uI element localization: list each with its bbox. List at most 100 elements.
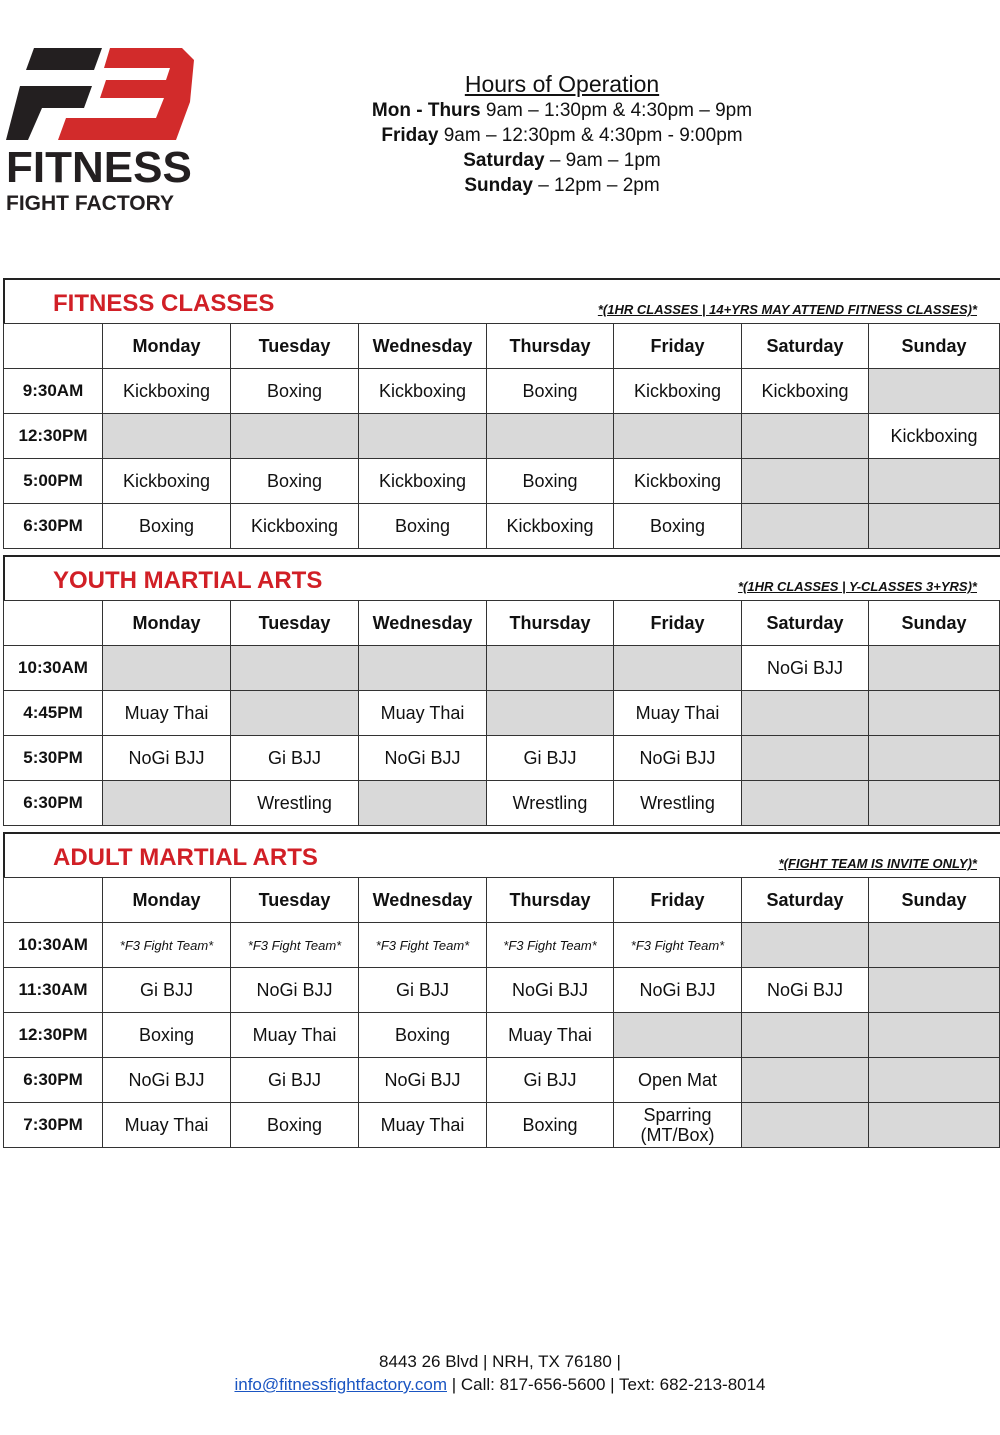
empty-cell (868, 922, 1000, 968)
schedule-section: ADULT MARTIAL ARTS *(FIGHT TEAM IS INVIT… (3, 832, 1000, 1148)
hours-label: Friday (381, 125, 439, 146)
empty-cell (741, 690, 869, 736)
corner-cell (3, 323, 103, 369)
schedule-table: Monday Tuesday Wednesday Thursday Friday Satu… (3, 600, 1000, 826)
class-cell: Muay Thai (358, 1102, 487, 1148)
empty-cell (868, 368, 1000, 414)
empty-cell (486, 645, 614, 691)
class-cell: Kickboxing (486, 503, 614, 549)
table-row: 6:30PM NoGi BJJ Gi BJJ NoGi BJJ Gi BJJ Open M… (3, 1057, 1000, 1103)
empty-cell (230, 645, 359, 691)
day-header: Saturday (741, 600, 869, 646)
hours-value: 9am – 1:30pm & 4:30pm – 9pm (480, 100, 753, 121)
empty-cell (613, 1012, 742, 1058)
schedule-section: YOUTH MARTIAL ARTS *(1HR CLASSES | Y-CLA… (3, 555, 1000, 826)
empty-cell (358, 780, 487, 826)
time-cell: 5:00PM (3, 458, 103, 504)
class-cell: Boxing (102, 503, 231, 549)
class-cell: Wrestling (486, 780, 614, 826)
empty-cell (868, 780, 1000, 826)
time-cell: 5:30PM (3, 735, 103, 781)
empty-cell (741, 1102, 869, 1148)
class-cell: NoGi BJJ (358, 1057, 487, 1103)
day-header-row: Monday Tuesday Wednesday Thursday Friday Satu… (3, 323, 1000, 369)
class-cell: NoGi BJJ (486, 967, 614, 1013)
table-row: 10:30AM NoGi BJJ (3, 645, 1000, 691)
email-link[interactable]: info@fitnessfightfactory.com (234, 1375, 447, 1394)
footer: 8443 26 Blvd | NRH, TX 76180 | info@fitn… (0, 1350, 1000, 1396)
empty-cell (868, 1102, 1000, 1148)
section-note: *(1HR CLASSES | Y-CLASSES 3+YRS)* (737, 579, 977, 594)
empty-cell (741, 503, 869, 549)
hours-line: Friday 9am – 12:30pm & 4:30pm - 9:00pm (262, 123, 862, 148)
time-cell: 6:30PM (3, 503, 103, 549)
empty-cell (358, 413, 487, 459)
hours-title: Hours of Operation (464, 71, 660, 97)
schedule-section: FITNESS CLASSES *(1HR CLASSES | 14+YRS M… (3, 278, 1000, 549)
section-header: YOUTH MARTIAL ARTS *(1HR CLASSES | Y-CLA… (3, 555, 1000, 600)
empty-cell (102, 780, 231, 826)
table-row: 6:30PM Wrestling Wrestling Wrestling (3, 780, 1000, 826)
schedule-table: Monday Tuesday Wednesday Thursday Friday Satu… (3, 323, 1000, 549)
class-cell: Kickboxing (741, 368, 869, 414)
class-cell: NoGi BJJ (741, 645, 869, 691)
hours-value: 9am – 12:30pm & 4:30pm - 9:00pm (438, 125, 743, 146)
section-title: YOUTH MARTIAL ARTS (53, 567, 323, 594)
f3-logo: FITNESS FIGHT FACTORY (6, 44, 198, 216)
hours-value: – 12pm – 2pm (532, 175, 660, 196)
empty-cell (741, 735, 869, 781)
class-cell: Kickboxing (230, 503, 359, 549)
hours-label: Mon - Thurs (371, 100, 481, 121)
class-cell: Gi BJJ (486, 1057, 614, 1103)
day-header: Sunday (868, 600, 1000, 646)
class-cell: Wrestling (613, 780, 742, 826)
day-header: Sunday (868, 323, 1000, 369)
footer-phone: | Call: 817-656-5600 | Text: 682-213-801… (447, 1375, 766, 1394)
class-cell: *F3 Fight Team* (230, 922, 359, 968)
hours-line: Saturday – 9am – 1pm (262, 148, 862, 173)
footer-contact-line: info@fitnessfightfactory.com | Call: 817… (0, 1373, 1000, 1396)
day-header: Friday (613, 600, 742, 646)
empty-cell (868, 1057, 1000, 1103)
class-cell: Muay Thai (486, 1012, 614, 1058)
class-cell: Kickboxing (868, 413, 1000, 459)
class-cell: Muay Thai (613, 690, 742, 736)
day-header: Saturday (741, 877, 869, 923)
class-cell: NoGi BJJ (613, 967, 742, 1013)
time-cell: 6:30PM (3, 780, 103, 826)
class-cell: Gi BJJ (230, 1057, 359, 1103)
class-cell: *F3 Fight Team* (613, 922, 742, 968)
logo-text-fight-factory: FIGHT FACTORY (6, 192, 174, 215)
hours-of-operation: Hours of Operation Mon - Thurs 9am – 1:3… (262, 72, 862, 198)
time-cell: 10:30AM (3, 922, 103, 968)
time-cell: 10:30AM (3, 645, 103, 691)
class-cell: Muay Thai (230, 1012, 359, 1058)
empty-cell (358, 645, 487, 691)
footer-address: 8443 26 Blvd | NRH, TX 76180 | (379, 1352, 621, 1371)
day-header: Monday (102, 323, 231, 369)
empty-cell (741, 458, 869, 504)
class-cell: *F3 Fight Team* (486, 922, 614, 968)
class-cell: Boxing (486, 368, 614, 414)
class-cell: *F3 Fight Team* (358, 922, 487, 968)
class-cell: Kickboxing (102, 458, 231, 504)
f3-mark-icon (6, 48, 194, 140)
section-note: *(FIGHT TEAM IS INVITE ONLY)* (778, 856, 977, 871)
hours-line: Sunday – 12pm – 2pm (262, 173, 862, 198)
empty-cell (741, 1057, 869, 1103)
class-cell: NoGi BJJ (613, 735, 742, 781)
class-cell: Kickboxing (358, 458, 487, 504)
table-row: 9:30AM Kickboxing Boxing Kickboxing Boxing Ki… (3, 368, 1000, 414)
day-header: Wednesday (358, 877, 487, 923)
empty-cell (868, 967, 1000, 1013)
class-cell: Boxing (486, 458, 614, 504)
table-row: 5:30PM NoGi BJJ Gi BJJ NoGi BJJ Gi BJJ NoGi B… (3, 735, 1000, 781)
hours-label: Sunday (464, 175, 533, 196)
table-row: 4:45PM Muay Thai Muay Thai Muay Thai (3, 690, 1000, 736)
empty-cell (868, 735, 1000, 781)
time-cell: 9:30AM (3, 368, 103, 414)
class-cell: Boxing (358, 503, 487, 549)
class-cell: Boxing (613, 503, 742, 549)
day-header: Tuesday (230, 323, 359, 369)
